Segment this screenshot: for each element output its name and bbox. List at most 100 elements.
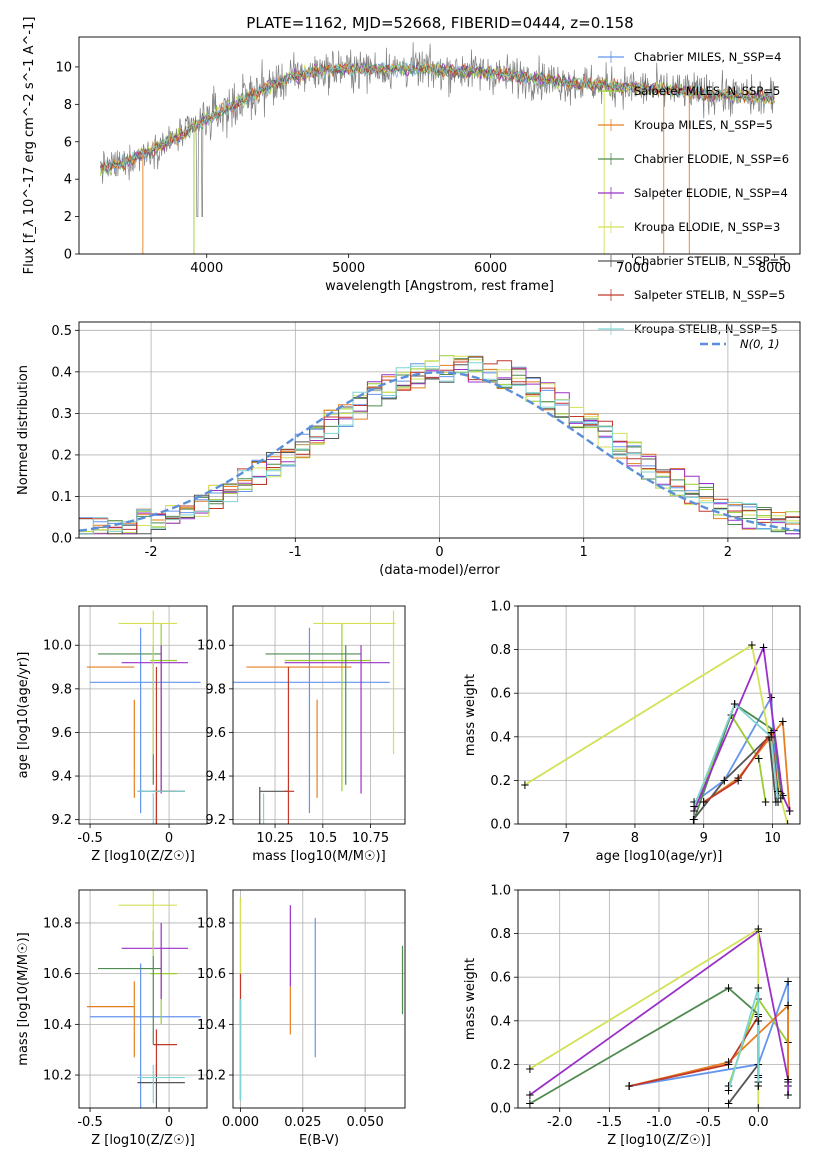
weight-marker: + <box>783 975 793 989</box>
y-tick-label: 9.8 <box>51 682 72 697</box>
weight-marker: + <box>773 795 783 809</box>
weight-marker: + <box>719 773 729 787</box>
legend-label: Salpeter ELODIE, N_SSP=4 <box>634 186 788 200</box>
weight-marker: + <box>753 1101 763 1115</box>
age-vs-mass-marks <box>233 610 396 824</box>
weight-marker: + <box>689 795 699 809</box>
weight-marker: + <box>778 789 788 803</box>
weight-marker: + <box>773 784 783 798</box>
y-tick-label: 10.0 <box>43 639 72 654</box>
weight-marker: + <box>730 697 740 711</box>
y-tick-label: 0.5 <box>51 324 72 339</box>
figure-title: PLATE=1162, MJD=52668, FIBERID=0444, z=0… <box>246 14 633 32</box>
weight-marker: + <box>689 804 699 818</box>
weight-marker: + <box>753 981 763 995</box>
y-tick-label: 0.6 <box>490 687 511 702</box>
legend-label: Salpeter MILES, N_SSP=5 <box>634 84 780 98</box>
axes-mass-vs-EBV: 0.000 0.025 0.050 10.2 10.4 10.6 10.8 E(B-V) <box>197 890 405 1148</box>
spectrum-legend: Chabrier MILES, N_SSP=4 Salpeter MILES, N… <box>598 50 789 336</box>
weight-marker: + <box>723 1055 733 1069</box>
x-tick-label: -0.5 <box>696 1115 721 1130</box>
weight-marker: + <box>753 922 763 936</box>
y-tick-label: 0.4 <box>490 1014 511 1029</box>
y-axis-label: Flux [f_λ 10^-17 erg cm^-2 s^-1 A^-1] <box>22 17 37 275</box>
age-vs-Z-frame <box>78 605 208 825</box>
model-spectrum-2 <box>99 62 775 176</box>
y-tick-label: 0.4 <box>490 730 511 745</box>
x-tick-label: 8 <box>631 831 639 846</box>
y-tick-label: 0.4 <box>51 365 72 380</box>
mass-weight-vs-Z-frame <box>517 889 801 1109</box>
weight-marker: + <box>733 773 743 787</box>
weight-marker: + <box>747 638 757 652</box>
y-tick-label: 0.6 <box>490 971 511 986</box>
y-tick-label: 10.2 <box>43 1069 72 1084</box>
weight-marker: + <box>699 795 709 809</box>
x-tick-label: 0 <box>165 1115 173 1130</box>
model-spectrum-9 <box>99 59 775 176</box>
y-tick-label: 9.4 <box>51 770 72 785</box>
weight-marker: + <box>783 1073 793 1087</box>
x-tick-label: -1.0 <box>646 1115 671 1130</box>
y-axis-label: mass weight <box>463 958 478 1040</box>
mass-vs-Z-marks <box>86 890 201 1108</box>
y-axis-label: mass [log10(M/M☉)] <box>16 932 31 1065</box>
histogram-steps <box>79 355 800 535</box>
y-tick-label: 10.6 <box>197 967 226 982</box>
weight-marker: + <box>723 1057 733 1071</box>
y-tick-label: 0.2 <box>490 1058 511 1073</box>
y-tick-label: 10.6 <box>43 967 72 982</box>
x-tick-label: 10 <box>764 831 781 846</box>
y-tick-label: 2 <box>64 210 72 225</box>
axes-mass-weight-vs-age: 7 8 9 10 0.0 0.2 0.4 0.6 0.8 1.0 age [log10(age/yr… <box>463 600 800 864</box>
weight-marker: + <box>776 791 786 805</box>
x-tick-label: 7000 <box>616 261 649 276</box>
axes-age-vs-Z: -0.5 0 9.2 9.4 9.6 9.8 10.0 Z [log10(Z/Z☉)] age … <box>16 606 207 864</box>
y-tick-label: 0.0 <box>51 532 72 547</box>
legend-label: Chabrier MILES, N_SSP=4 <box>634 50 781 64</box>
y-tick-label: 0 <box>64 248 72 263</box>
x-tick-label: 0.0 <box>748 1115 769 1130</box>
weight-line-5 <box>693 644 791 812</box>
y-tick-label: 0.2 <box>51 448 72 463</box>
weight-line-9 <box>727 987 760 1091</box>
y-tick-label: 0.3 <box>51 407 72 422</box>
mass-vs-EBV-marks <box>239 897 404 1101</box>
mass-weight-vs-Z-lines: ++++++++++++++++++++++++++++++++++++ <box>525 922 793 1115</box>
x-tick-label: 10.5 <box>308 831 337 846</box>
weight-marker: + <box>771 795 781 809</box>
y-tick-label: 10.4 <box>197 1018 226 1033</box>
x-tick-label: -2.0 <box>547 1115 572 1130</box>
y-tick-label: 9.6 <box>51 726 72 741</box>
y-tick-label: 9.2 <box>205 813 226 828</box>
y-tick-label: 0.1 <box>51 490 72 505</box>
y-tick-label: 9.8 <box>205 682 226 697</box>
x-tick-label: 0 <box>435 545 443 560</box>
legend-label: Kroupa MILES, N_SSP=5 <box>634 118 773 132</box>
age-vs-mass-frame <box>232 605 406 825</box>
x-axis-label: wavelength [Angstrom, rest frame] <box>325 279 554 294</box>
x-tick-label: 7 <box>562 831 570 846</box>
x-tick-label: 9 <box>700 831 708 846</box>
legend-label: Chabrier STELIB, N_SSP=5 <box>634 254 786 268</box>
x-axis-label: Z [log10(Z/Z☉)] <box>91 849 195 864</box>
mass-weight-vs-age-lines: ++++++++++++++++++++++++++++++++++++ <box>520 638 795 824</box>
y-tick-label: 6 <box>64 135 72 150</box>
x-axis-label: Z [log10(Z/Z☉)] <box>91 1133 195 1148</box>
x-axis-label: age [log10(age/yr)] <box>596 849 723 864</box>
model-spectrum-8 <box>99 63 775 171</box>
legend-label: Kroupa STELIB, N_SSP=5 <box>634 322 778 336</box>
x-tick-label: 2 <box>724 545 732 560</box>
y-tick-label: 4 <box>64 173 72 188</box>
weight-marker: + <box>733 771 743 785</box>
legend-label: Kroupa ELODIE, N_SSP=3 <box>634 220 780 234</box>
x-axis-label: (data-model)/error <box>379 563 500 578</box>
x-tick-label: 0 <box>165 831 173 846</box>
x-axis-label: Z [log10(Z/Z☉)] <box>607 1133 711 1148</box>
weight-marker: + <box>723 981 733 995</box>
weight-marker: + <box>766 691 776 705</box>
mass-weight-vs-age-frame <box>517 605 801 825</box>
x-tick-label: 10.25 <box>256 831 293 846</box>
